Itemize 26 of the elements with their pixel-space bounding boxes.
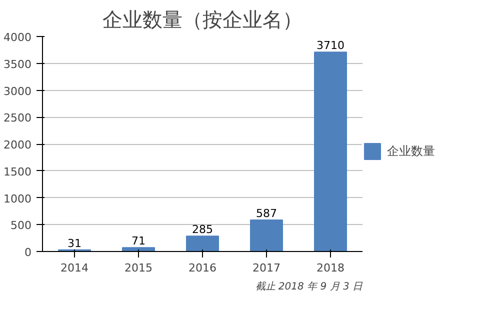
data-label: 3710 — [316, 39, 345, 52]
y-tick-label: 1500 — [4, 165, 32, 178]
y-tick-label: 0 — [24, 246, 32, 259]
y-tick-label: 2500 — [4, 112, 32, 125]
legend-label: 企业数量 — [387, 142, 435, 160]
data-label: 587 — [256, 206, 277, 220]
y-tick-label: 2000 — [4, 138, 32, 152]
bar — [186, 236, 219, 252]
bar — [250, 219, 283, 252]
x-tick-label: 2017 — [252, 262, 281, 274]
chart-title: 企业数量（按企业名） — [102, 8, 302, 32]
y-tick-label: 500 — [10, 219, 32, 232]
data-label: 285 — [192, 223, 213, 236]
bar — [314, 52, 347, 252]
y-tick-label: 3500 — [4, 58, 32, 71]
x-tick-label: 2018 — [316, 262, 345, 274]
y-tick-label: 4000 — [4, 31, 32, 44]
x-tick-label: 2014 — [60, 262, 89, 274]
data-label: 31 — [68, 236, 82, 250]
x-tick-label: 2015 — [124, 262, 153, 274]
text: 截止 2018 年 9 月 3 日 — [255, 280, 364, 292]
bar — [122, 247, 155, 252]
x-tick-label: 2016 — [188, 262, 217, 274]
y-tick-label: 1000 — [4, 192, 32, 206]
y-tick-label: 3000 — [4, 84, 32, 98]
data-label: 71 — [132, 234, 146, 248]
